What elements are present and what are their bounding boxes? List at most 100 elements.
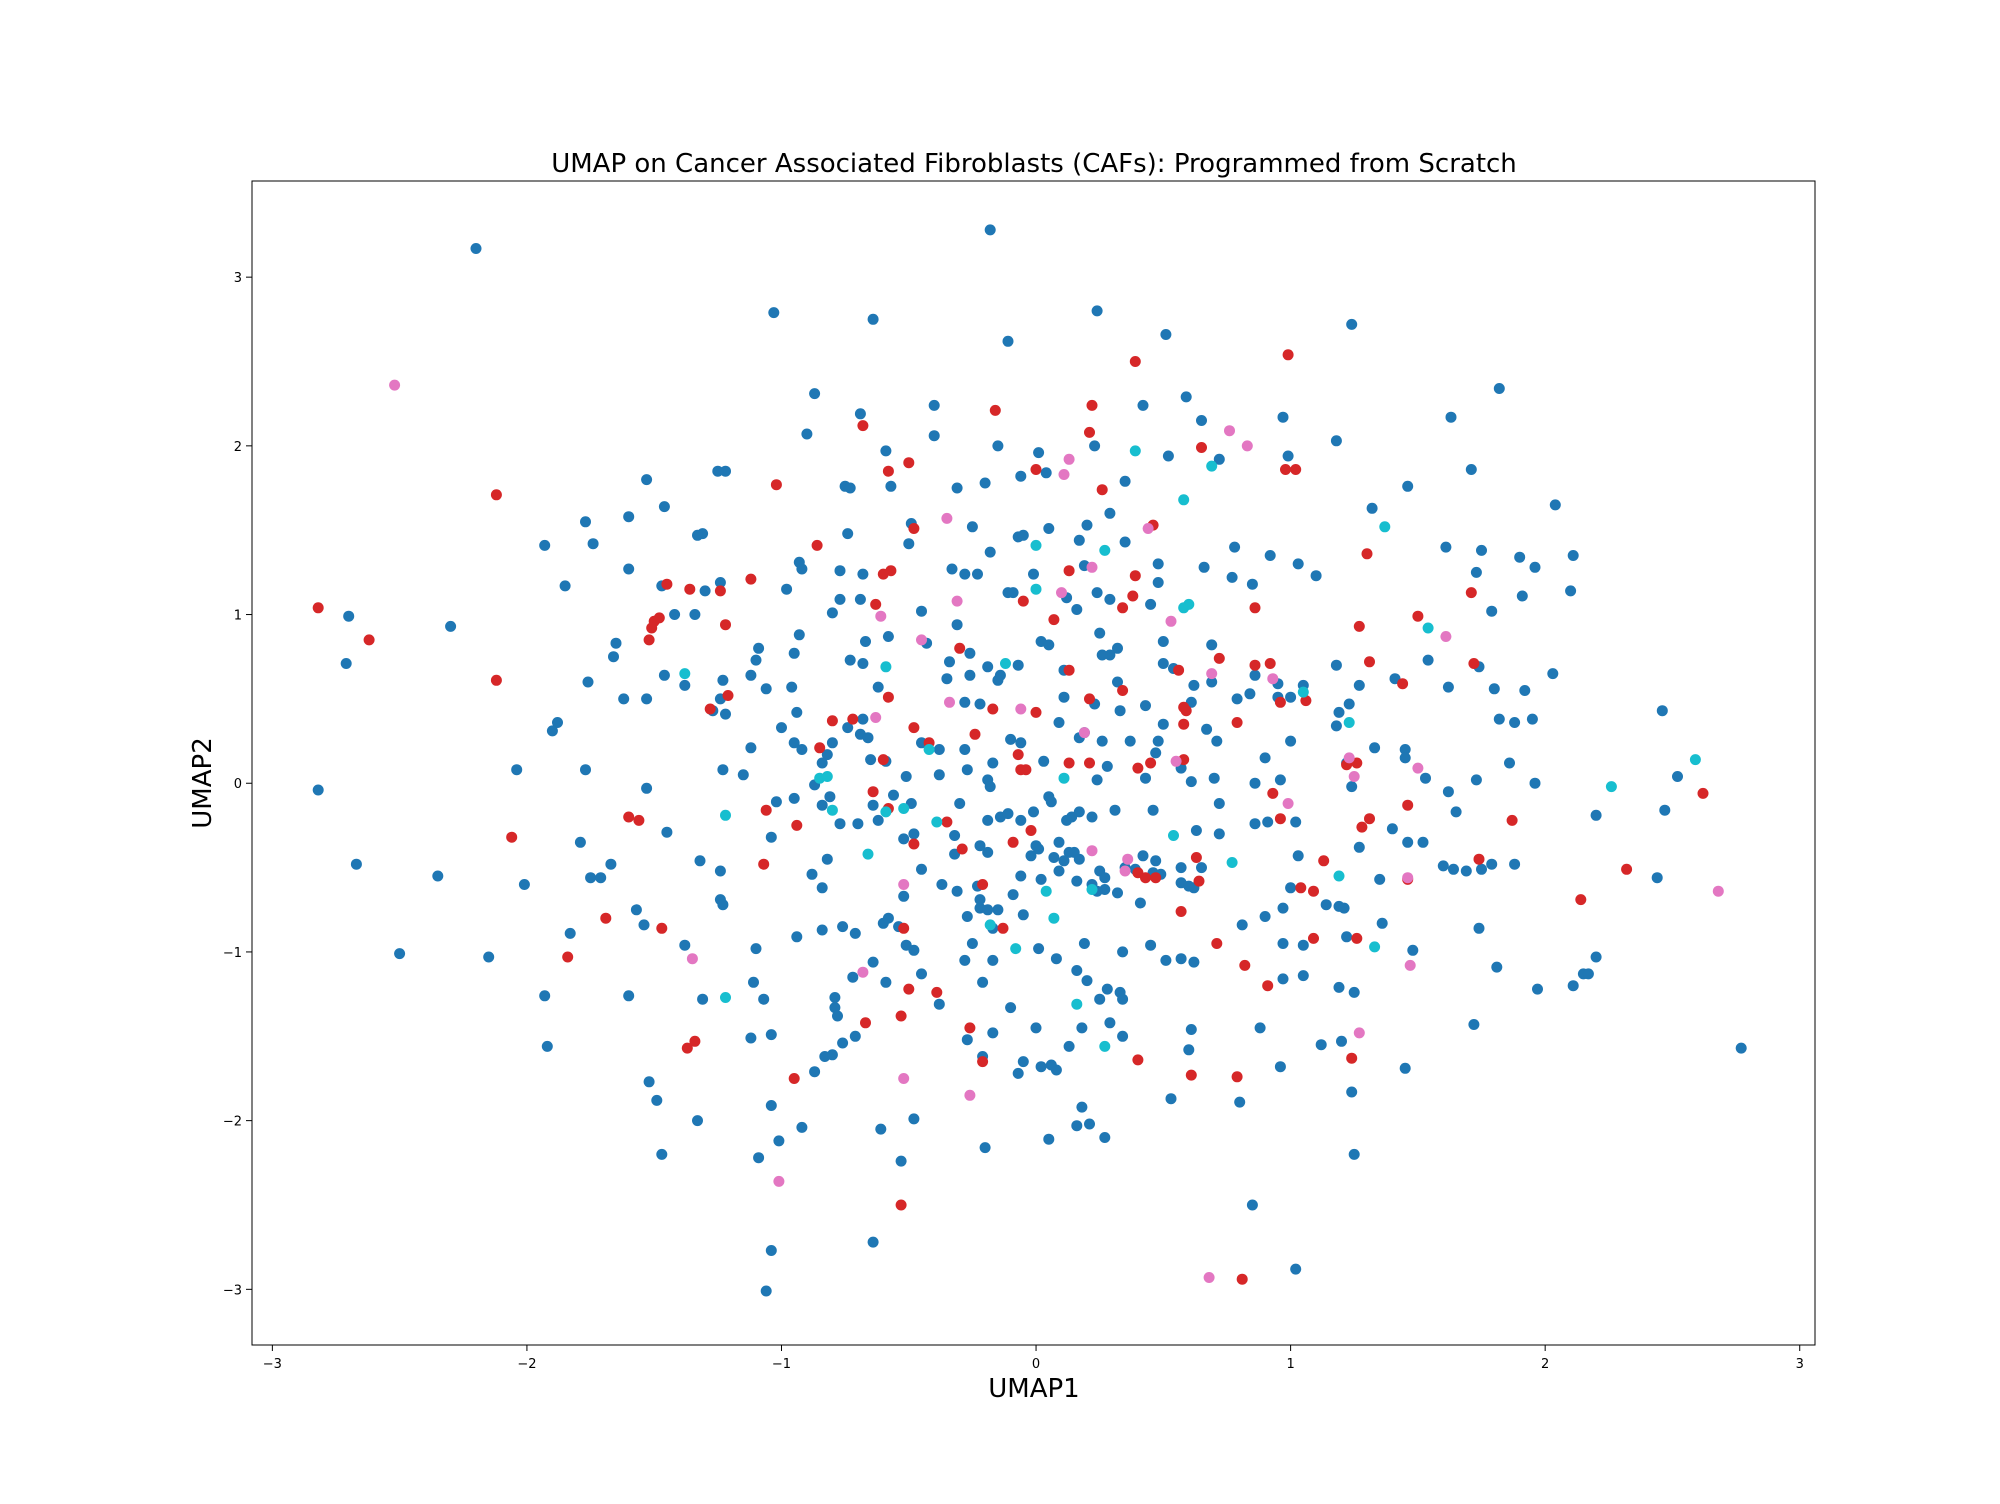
scatter-point (765, 1100, 777, 1111)
scatter-point (992, 440, 1004, 452)
scatter-point (745, 742, 757, 754)
scatter-point (692, 1115, 703, 1127)
scatter-point (1048, 852, 1060, 863)
scatter-point (1053, 836, 1065, 848)
x-tick-label: 1 (1286, 1357, 1294, 1372)
scatter-point (1402, 872, 1414, 884)
scatter-point (350, 858, 362, 870)
plot-area-frame (251, 180, 1816, 1346)
scatter-point (1206, 668, 1218, 680)
scatter-point (1012, 659, 1024, 671)
scatter-point (1267, 673, 1279, 685)
scatter-point (1086, 811, 1098, 823)
y-tick-label: 3 (234, 271, 242, 286)
scatter-point (928, 399, 940, 411)
scatter-point (1028, 806, 1039, 818)
scatter-point (1659, 804, 1671, 816)
scatter-point (928, 430, 940, 442)
scatter-point (1132, 762, 1144, 774)
scatter-point (1282, 450, 1294, 462)
scatter-point (834, 818, 846, 830)
scatter-point (1086, 884, 1098, 895)
scatter-point (1152, 558, 1164, 570)
scatter-point (1203, 1272, 1215, 1283)
scatter-point (312, 784, 324, 796)
scatter-point (1440, 631, 1452, 642)
scatter-point (1160, 329, 1172, 340)
scatter-point (1353, 1027, 1365, 1039)
scatter-point (987, 1027, 999, 1039)
scatter-point (737, 769, 749, 781)
scatter-point (1012, 749, 1024, 761)
scatter-point (758, 993, 770, 1005)
scatter-point (1234, 1096, 1246, 1108)
scatter-point (979, 477, 991, 489)
scatter-point (1437, 860, 1449, 872)
scatter-point (1297, 686, 1309, 698)
scatter-point (1173, 664, 1185, 676)
scatter-point (750, 943, 762, 955)
scatter-point (641, 782, 653, 794)
scatter-point (806, 868, 818, 880)
scatter-point (882, 465, 894, 477)
scatter-point (1448, 863, 1459, 875)
scatter-point (1364, 656, 1375, 668)
scatter-point (1249, 669, 1261, 681)
scatter-point (1262, 980, 1274, 992)
scatter-point (1035, 1061, 1047, 1073)
scatter-point (1211, 938, 1223, 949)
scatter-point (793, 629, 805, 641)
scatter-point (714, 577, 726, 588)
scatter-point (1348, 771, 1360, 782)
scatter-point (1109, 804, 1121, 816)
scatter-point (1058, 691, 1070, 703)
scatter-point (1468, 658, 1480, 669)
x-tick-label: 3 (1796, 1357, 1804, 1372)
scatter-point (1081, 975, 1093, 987)
scatter-point (722, 690, 734, 701)
scatter-point (788, 647, 800, 659)
scatter-point (1104, 507, 1116, 519)
scatter-point (1224, 425, 1235, 437)
scatter-point (580, 516, 591, 528)
scatter-point (1140, 700, 1151, 712)
scatter-point (944, 656, 955, 668)
scatter-point (1236, 919, 1248, 931)
scatter-point (1292, 850, 1304, 862)
scatter-point (1486, 858, 1498, 870)
scatter-point (1229, 541, 1241, 553)
scatter-point (1330, 659, 1342, 671)
scatter-point (1330, 435, 1342, 447)
scatter-point (1656, 705, 1668, 717)
scatter-point (1519, 685, 1531, 696)
scatter-point (1547, 668, 1559, 680)
scatter-point (1025, 825, 1037, 836)
scatter-point (821, 853, 833, 865)
scatter-point (1290, 1263, 1302, 1275)
scatter-point (1399, 1062, 1411, 1074)
scatter-point (692, 529, 703, 541)
scatter-point (1099, 872, 1111, 884)
scatter-point (1015, 814, 1027, 826)
scatter-point (1157, 636, 1169, 647)
scatter-point (1175, 953, 1187, 965)
scatter-point (1504, 757, 1515, 769)
scatter-point (1165, 1093, 1177, 1105)
scatter-point (916, 968, 927, 980)
scatter-point (987, 757, 999, 769)
scatter-point (1226, 857, 1238, 868)
scatter-point (1277, 938, 1289, 949)
x-tick-label: −3 (263, 1357, 282, 1372)
scatter-point (1277, 411, 1289, 423)
scatter-point (720, 465, 731, 477)
scatter-point (977, 879, 989, 890)
scatter-point (895, 1199, 907, 1211)
scatter-point (826, 804, 838, 816)
scatter-point (1035, 873, 1047, 885)
scatter-point (1445, 411, 1457, 423)
scatter-point (1308, 885, 1319, 897)
scatter-point (1262, 816, 1274, 828)
scatter-point (964, 647, 976, 659)
x-axis-label: UMAP1 (988, 1374, 1079, 1404)
scatter-point (801, 428, 813, 440)
